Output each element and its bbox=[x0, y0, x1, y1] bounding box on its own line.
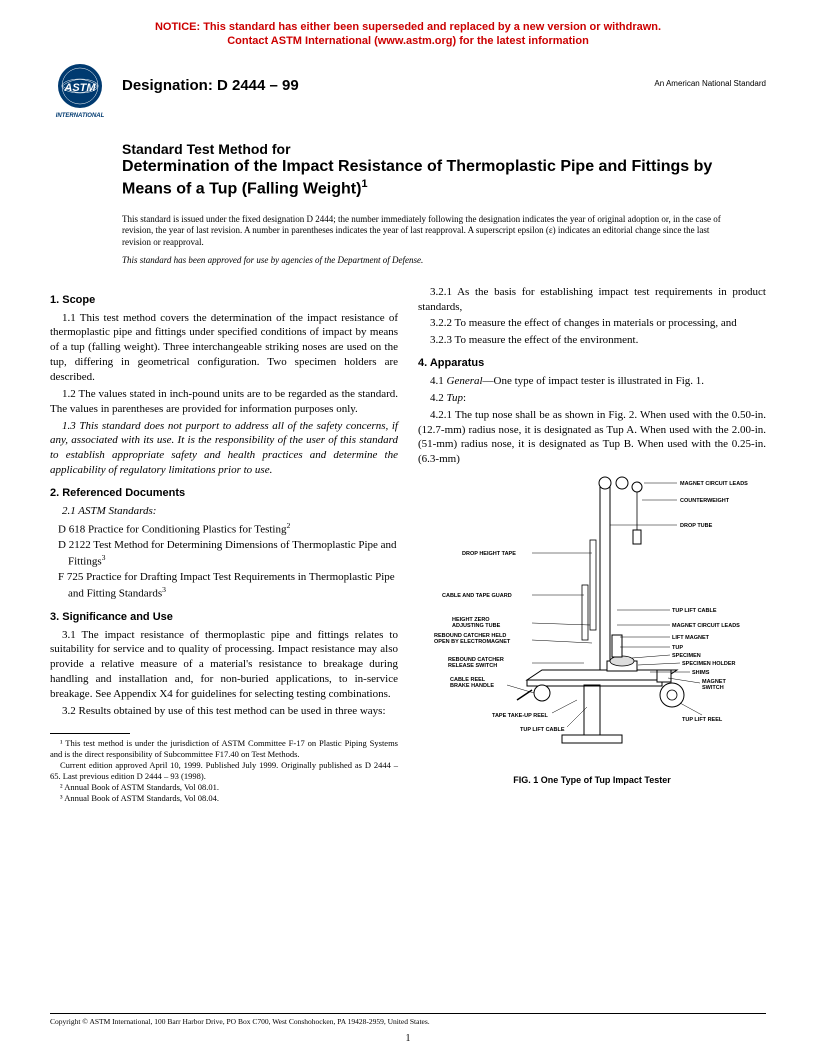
title-sup: 1 bbox=[361, 178, 367, 190]
svg-text:SHIMS: SHIMS bbox=[692, 670, 710, 676]
app-4-2: 4.2 Tup: bbox=[418, 391, 766, 406]
figure-1-caption: FIG. 1 One Type of Tup Impact Tester bbox=[418, 774, 766, 786]
notice-line1: NOTICE: This standard has either been su… bbox=[155, 21, 661, 33]
ref-d618: D 618 Practice for Conditioning Plastics… bbox=[50, 521, 398, 538]
copyright-line: Copyright © ASTM International, 100 Barr… bbox=[50, 1017, 430, 1026]
sig-3-2-1: 3.2.1 As the basis for establishing impa… bbox=[418, 285, 766, 315]
designation: Designation: D 2444 – 99 bbox=[122, 61, 299, 94]
significance-heading: 3. Significance and Use bbox=[50, 610, 398, 625]
ref-d618-sup: 2 bbox=[286, 521, 290, 530]
svg-text:DROP HEIGHT TAPE: DROP HEIGHT TAPE bbox=[462, 551, 516, 557]
right-column: 3.2.1 As the basis for establishing impa… bbox=[418, 285, 766, 804]
svg-text:REBOUND CATCHER HELDOPEN BY EL: REBOUND CATCHER HELDOPEN BY ELECTROMAGNE… bbox=[434, 633, 511, 645]
svg-text:TUP: TUP bbox=[672, 645, 683, 651]
svg-text:COUNTERWEIGHT: COUNTERWEIGHT bbox=[680, 498, 730, 504]
ref-d2122-sup: 3 bbox=[102, 553, 106, 562]
left-column: 1. Scope 1.1 This test method covers the… bbox=[50, 285, 398, 804]
ref-f725-text: F 725 Practice for Drafting Impact Test … bbox=[58, 571, 395, 600]
fixed-designation-note: This standard is issued under the fixed … bbox=[122, 214, 726, 249]
tup-impact-tester-diagram: MAGNET CIRCUIT LEADS COUNTERWEIGHT DROP … bbox=[432, 475, 752, 765]
svg-text:MAGNET CIRCUIT LEADS: MAGNET CIRCUIT LEADS bbox=[680, 481, 748, 487]
svg-text:CABLE REELBRAKE HANDLE: CABLE REELBRAKE HANDLE bbox=[450, 677, 494, 689]
sig-3-2: 3.2 Results obtained by use of this test… bbox=[50, 704, 398, 719]
ref-d2122-text: D 2122 Test Method for Determining Dimen… bbox=[58, 539, 397, 568]
title-text: Determination of the Impact Resistance o… bbox=[122, 158, 712, 197]
scope-1-3: 1.3 This standard does not purport to ad… bbox=[50, 419, 398, 478]
svg-text:SPECIMEN: SPECIMEN bbox=[672, 653, 701, 659]
title-block: Standard Test Method for Determination o… bbox=[122, 141, 726, 200]
svg-text:TAPE TAKE-UP REEL: TAPE TAKE-UP REEL bbox=[492, 713, 549, 719]
notice-line2: Contact ASTM International (www.astm.org… bbox=[227, 35, 589, 47]
svg-text:INTERNATIONAL: INTERNATIONAL bbox=[56, 113, 105, 119]
notice-banner: NOTICE: This standard has either been su… bbox=[50, 20, 766, 49]
dod-approval-note: This standard has been approved for use … bbox=[122, 255, 726, 265]
two-column-body: 1. Scope 1.1 This test method covers the… bbox=[50, 285, 766, 804]
app-4-1: 4.1 General—One type of impact tester is… bbox=[418, 374, 766, 389]
svg-text:CABLE AND TAPE GUARD: CABLE AND TAPE GUARD bbox=[442, 593, 512, 599]
svg-text:MAGNET CIRCUIT LEADS: MAGNET CIRCUIT LEADS bbox=[672, 623, 740, 629]
app-4-2-1: 4.2.1 The tup nose shall be as shown in … bbox=[418, 408, 766, 467]
page-number: 1 bbox=[0, 1033, 816, 1044]
ref-d618-text: D 618 Practice for Conditioning Plastics… bbox=[58, 523, 286, 535]
scope-1-1: 1.1 This test method covers the determin… bbox=[50, 311, 398, 385]
svg-text:TUP LIFT CABLE: TUP LIFT CABLE bbox=[672, 608, 717, 614]
svg-text:ASTM: ASTM bbox=[63, 82, 96, 94]
scope-1-2: 1.2 The values stated in inch-pound unit… bbox=[50, 387, 398, 417]
svg-text:LIFT MAGNET: LIFT MAGNET bbox=[672, 635, 710, 641]
sig-3-2-3: 3.2.3 To measure the effect of the envir… bbox=[418, 333, 766, 348]
footnote-1: ¹ This test method is under the jurisdic… bbox=[50, 738, 398, 760]
svg-text:TUP LIFT REEL: TUP LIFT REEL bbox=[682, 717, 723, 723]
refs-heading: 2. Referenced Documents bbox=[50, 486, 398, 501]
svg-text:MAGNETSWITCH: MAGNETSWITCH bbox=[702, 679, 726, 691]
title-main: Determination of the Impact Resistance o… bbox=[122, 157, 726, 199]
footnote-3: ³ Annual Book of ASTM Standards, Vol 08.… bbox=[50, 793, 398, 804]
svg-text:SPECIMEN HOLDER: SPECIMEN HOLDER bbox=[682, 661, 736, 667]
footnote-1b: Current edition approved April 10, 1999.… bbox=[50, 760, 398, 782]
footnote-2: ² Annual Book of ASTM Standards, Vol 08.… bbox=[50, 782, 398, 793]
figure-1: MAGNET CIRCUIT LEADS COUNTERWEIGHT DROP … bbox=[418, 475, 766, 786]
svg-text:REBOUND CATCHERRELEASE SWITCH: REBOUND CATCHERRELEASE SWITCH bbox=[448, 657, 504, 669]
apparatus-heading: 4. Apparatus bbox=[418, 356, 766, 371]
svg-text:TUP LIFT CABLE: TUP LIFT CABLE bbox=[520, 727, 565, 733]
sig-3-2-2: 3.2.2 To measure the effect of changes i… bbox=[418, 316, 766, 331]
refs-sub: 2.1 ASTM Standards: bbox=[50, 504, 398, 519]
title-prefix: Standard Test Method for bbox=[122, 141, 726, 158]
astm-logo: ASTM INTERNATIONAL bbox=[50, 61, 110, 121]
ref-f725: F 725 Practice for Drafting Impact Test … bbox=[50, 570, 398, 601]
header-row: ASTM INTERNATIONAL Designation: D 2444 –… bbox=[50, 61, 766, 121]
scope-heading: 1. Scope bbox=[50, 293, 398, 308]
ref-f725-sup: 3 bbox=[162, 585, 166, 594]
sig-3-1: 3.1 The impact resistance of thermoplast… bbox=[50, 628, 398, 702]
ref-d2122: D 2122 Test Method for Determining Dimen… bbox=[50, 538, 398, 569]
bottom-rule bbox=[50, 1013, 766, 1014]
ans-label: An American National Standard bbox=[654, 61, 766, 88]
svg-text:HEIGHT ZEROADJUSTING TUBE: HEIGHT ZEROADJUSTING TUBE bbox=[452, 617, 501, 629]
svg-text:DROP TUBE: DROP TUBE bbox=[680, 523, 713, 529]
footnote-rule bbox=[50, 733, 130, 734]
